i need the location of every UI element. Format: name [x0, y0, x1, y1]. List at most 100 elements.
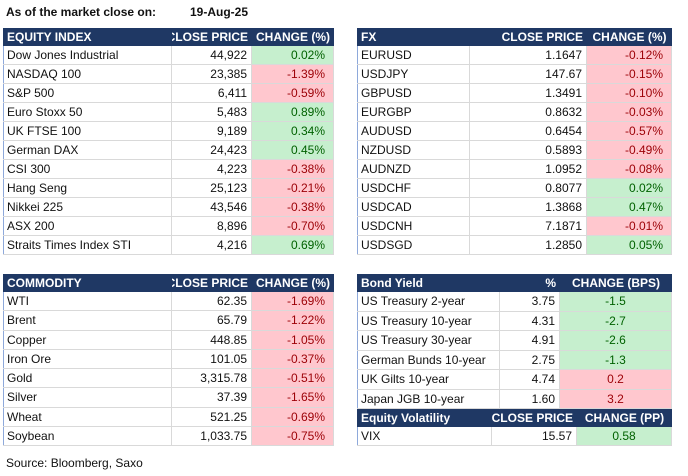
price-cell: 43,546: [172, 198, 252, 217]
row-label: US Treasury 30-year: [357, 331, 500, 351]
source: Source: Bloomberg, Saxo: [6, 456, 143, 470]
price-cell: 521.25: [172, 407, 252, 427]
change-cell: -0.59%: [252, 84, 334, 103]
row-label: USDSGD: [357, 236, 470, 255]
column-header: CLOSE PRICE: [492, 409, 577, 427]
price-cell: 25,123: [172, 179, 252, 198]
change-cell: -0.70%: [252, 217, 334, 236]
price-cell: 7.1871: [470, 217, 587, 236]
row-label: Gold: [3, 369, 172, 389]
price-cell: 147.67: [470, 65, 587, 84]
price-cell: 1.60: [500, 389, 560, 409]
header-date: 19-Aug-25: [190, 5, 249, 19]
row-label: AUDUSD: [357, 122, 470, 141]
row-label: WTI: [3, 292, 172, 312]
row-label: Brent: [3, 311, 172, 331]
column-header: CHANGE (%): [252, 274, 334, 292]
change-cell: -1.65%: [252, 388, 334, 408]
row-label: UK FTSE 100: [3, 122, 172, 141]
price-cell: 62.35: [172, 292, 252, 312]
change-cell: -2.6: [560, 331, 672, 351]
change-cell: 3.2: [560, 389, 672, 409]
price-cell: 1.3491: [470, 84, 587, 103]
change-cell: -0.38%: [252, 160, 334, 179]
change-cell: -1.39%: [252, 65, 334, 84]
row-label: Soybean: [3, 426, 172, 446]
change-cell: -1.3: [560, 350, 672, 370]
row-label: US Treasury 10-year: [357, 311, 500, 331]
row-label: UK Gilts 10-year: [357, 370, 500, 390]
price-cell: 2.75: [500, 350, 560, 370]
row-label: EURGBP: [357, 103, 470, 122]
change-cell: 0.02%: [252, 46, 334, 65]
change-cell: 0.02%: [587, 179, 672, 198]
price-cell: 1,033.75: [172, 426, 252, 446]
price-cell: 101.05: [172, 349, 252, 369]
row-label: CSI 300: [3, 160, 172, 179]
price-cell: 65.79: [172, 311, 252, 331]
price-cell: 4.31: [500, 311, 560, 331]
price-cell: 1.0952: [470, 160, 587, 179]
price-cell: 4,216: [172, 236, 252, 255]
row-label: NZDUSD: [357, 141, 470, 160]
change-cell: -0.10%: [587, 84, 672, 103]
price-cell: 23,385: [172, 65, 252, 84]
row-label: Iron Ore: [3, 349, 172, 369]
price-cell: 44,922: [172, 46, 252, 65]
row-label: NASDAQ 100: [3, 65, 172, 84]
column-header: CLOSE PRICE: [172, 274, 252, 292]
price-cell: 37.39: [172, 388, 252, 408]
column-header: %: [500, 274, 560, 292]
price-cell: 24,423: [172, 141, 252, 160]
change-cell: 0.89%: [252, 103, 334, 122]
price-cell: 1.1647: [470, 46, 587, 65]
change-cell: -0.21%: [252, 179, 334, 198]
row-label: USDJPY: [357, 65, 470, 84]
price-cell: 9,189: [172, 122, 252, 141]
row-label: Euro Stoxx 50: [3, 103, 172, 122]
change-cell: -0.08%: [587, 160, 672, 179]
price-cell: 0.6454: [470, 122, 587, 141]
price-cell: 6,411: [172, 84, 252, 103]
column-header: COMMODITY: [3, 274, 172, 292]
column-header: FX: [357, 28, 470, 46]
price-cell: 1.2850: [470, 236, 587, 255]
price-cell: 4.74: [500, 370, 560, 390]
row-label: USDCNH: [357, 217, 470, 236]
column-header: CLOSE PRICE: [470, 28, 587, 46]
row-label: Hang Seng: [3, 179, 172, 198]
price-cell: 5,483: [172, 103, 252, 122]
change-cell: 0.58: [577, 427, 672, 446]
change-cell: -2.7: [560, 311, 672, 331]
change-cell: -0.12%: [587, 46, 672, 65]
column-header: CHANGE (%): [252, 28, 334, 46]
column-header: Equity Volatility: [357, 409, 492, 427]
row-label: VIX: [357, 427, 492, 446]
price-cell: 4.91: [500, 331, 560, 351]
change-cell: -0.75%: [252, 426, 334, 446]
change-cell: 0.47%: [587, 198, 672, 217]
row-label: GBPUSD: [357, 84, 470, 103]
price-cell: 8,896: [172, 217, 252, 236]
price-cell: 4,223: [172, 160, 252, 179]
price-cell: 15.57: [492, 427, 577, 446]
row-label: USDCHF: [357, 179, 470, 198]
change-cell: -1.5: [560, 292, 672, 312]
change-cell: 0.05%: [587, 236, 672, 255]
change-cell: -1.22%: [252, 311, 334, 331]
change-cell: -0.37%: [252, 349, 334, 369]
price-cell: 3.75: [500, 292, 560, 312]
change-cell: -0.15%: [587, 65, 672, 84]
change-cell: -0.01%: [587, 217, 672, 236]
change-cell: 0.2: [560, 370, 672, 390]
row-label: German Bunds 10-year: [357, 350, 500, 370]
change-cell: 0.45%: [252, 141, 334, 160]
column-header: CLOSE PRICE: [172, 28, 252, 46]
price-cell: 0.8632: [470, 103, 587, 122]
change-cell: 0.34%: [252, 122, 334, 141]
price-cell: 0.8077: [470, 179, 587, 198]
price-cell: 448.85: [172, 330, 252, 350]
price-cell: 0.5893: [470, 141, 587, 160]
row-label: Copper: [3, 330, 172, 350]
